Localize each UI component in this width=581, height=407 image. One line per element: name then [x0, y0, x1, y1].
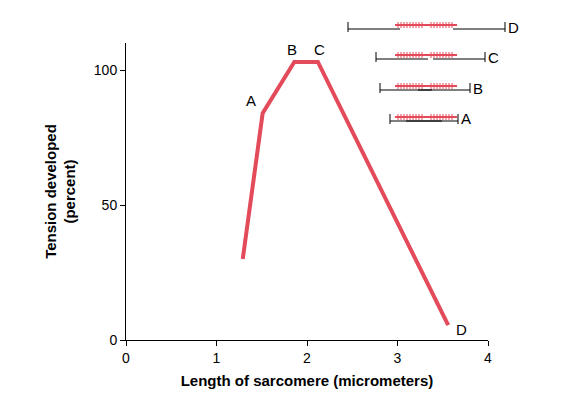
- svg-text:Tension developed(percent): Tension developed(percent): [42, 124, 79, 259]
- svg-text:C: C: [488, 49, 499, 66]
- svg-text:4: 4: [484, 350, 492, 366]
- svg-text:0: 0: [109, 332, 117, 348]
- svg-text:3: 3: [394, 350, 402, 366]
- svg-text:D: D: [508, 19, 519, 36]
- svg-text:Length of sarcomere (micromete: Length of sarcomere (micrometers): [181, 372, 434, 389]
- svg-text:D: D: [456, 321, 467, 338]
- svg-text:A: A: [461, 110, 471, 127]
- svg-text:100: 100: [94, 62, 118, 78]
- svg-text:A: A: [246, 92, 256, 109]
- svg-text:B: B: [473, 80, 483, 97]
- svg-text:C: C: [314, 41, 325, 58]
- svg-text:B: B: [287, 41, 297, 58]
- svg-text:50: 50: [102, 197, 118, 213]
- svg-text:2: 2: [303, 350, 311, 366]
- svg-text:1: 1: [213, 350, 221, 366]
- svg-text:0: 0: [122, 350, 130, 366]
